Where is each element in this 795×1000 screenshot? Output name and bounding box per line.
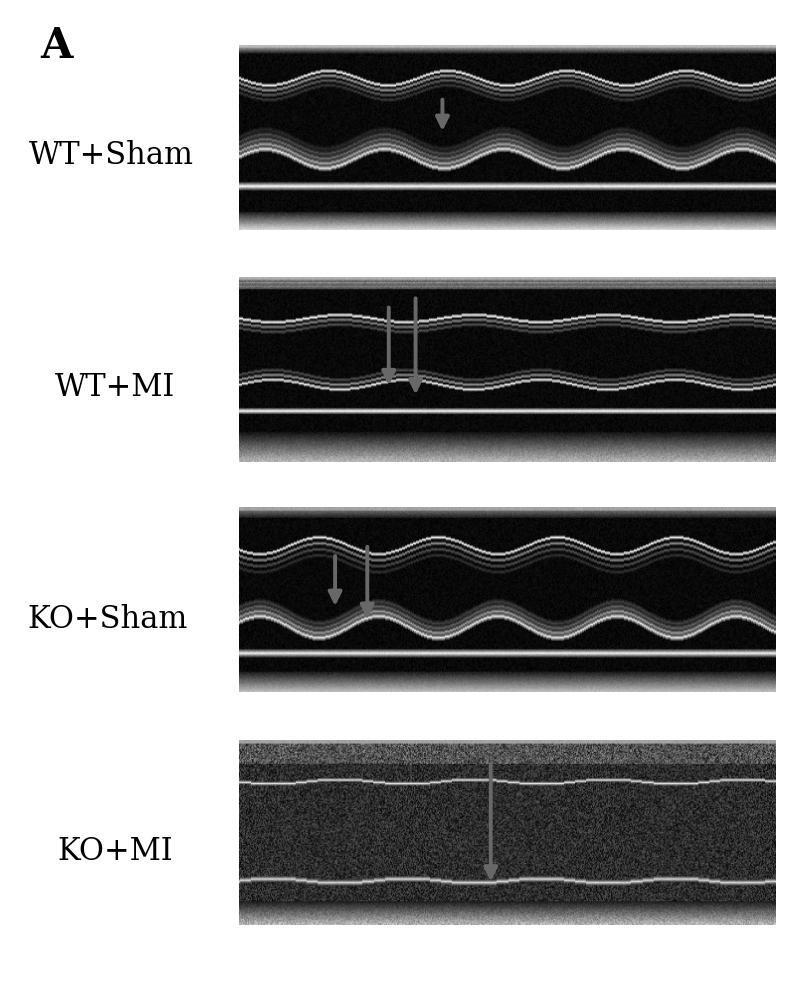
Text: KO+MI: KO+MI — [57, 836, 173, 867]
Text: WT+Sham: WT+Sham — [29, 139, 194, 170]
Text: KO+Sham: KO+Sham — [27, 603, 188, 635]
Text: A: A — [40, 25, 72, 67]
Text: WT+MI: WT+MI — [55, 371, 176, 402]
